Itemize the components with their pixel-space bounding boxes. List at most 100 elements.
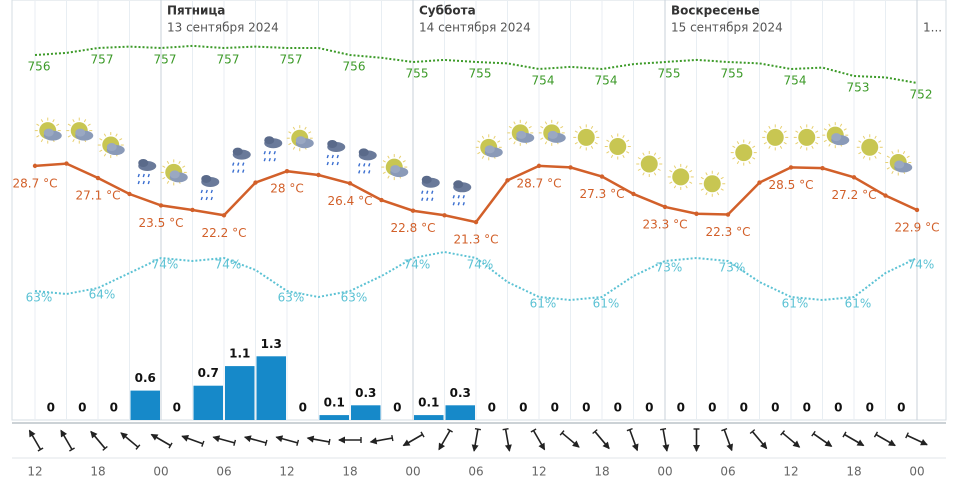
sun-ray — [669, 181, 673, 184]
sun-ray — [748, 141, 751, 145]
value-label: 61% — [782, 297, 809, 311]
sun-ray — [653, 152, 657, 156]
arrow-head — [538, 442, 545, 451]
arrow-tail — [502, 427, 509, 431]
rain-drop — [273, 150, 276, 155]
wind-arrow — [693, 428, 700, 452]
sun-ray — [637, 168, 641, 171]
cloud — [484, 145, 495, 154]
sun-ray — [87, 123, 91, 127]
sun-ray — [732, 145, 736, 149]
value-label: 1.1 — [229, 347, 250, 361]
rain-drop — [200, 189, 203, 194]
value-label: 0 — [488, 401, 496, 415]
wind-arrow — [438, 428, 453, 451]
point — [725, 212, 731, 217]
day-date: 15 сентября 2024 — [671, 21, 783, 35]
weather-icon — [822, 122, 850, 149]
sun-ray — [811, 145, 814, 149]
value-label: 755 — [658, 67, 681, 81]
arrow-head — [306, 435, 315, 443]
sun-ray — [83, 119, 87, 123]
arrow-head — [888, 439, 896, 446]
value-label: 0 — [299, 401, 307, 415]
x-tick-label: 18 — [342, 465, 357, 479]
rain-drop — [210, 196, 213, 201]
arrow-tail — [447, 428, 453, 433]
value-label: 0 — [866, 401, 874, 415]
arrow-tail — [391, 435, 394, 442]
sun-ray — [513, 141, 516, 145]
sun-ray — [626, 151, 630, 154]
rain-drop — [462, 202, 465, 206]
value-label: 0 — [173, 401, 181, 415]
value-label: 63% — [278, 291, 305, 305]
sun-ray — [162, 165, 166, 168]
day-date: 1... — [923, 21, 942, 35]
value-label: 0 — [551, 401, 559, 415]
cloud — [390, 165, 401, 174]
rain-drop — [457, 195, 460, 199]
sun — [703, 175, 721, 193]
wind-arrow — [212, 435, 237, 446]
rain-drop — [431, 190, 434, 194]
value-label: 0 — [897, 401, 905, 415]
sun-ray — [72, 119, 75, 123]
value-label: 753 — [847, 81, 870, 95]
sun-ray — [906, 155, 910, 158]
sun-ray — [544, 141, 548, 145]
sun-ray — [673, 165, 677, 169]
rain-drop — [242, 162, 245, 166]
day-name: Суббота — [419, 4, 476, 18]
sun-ray — [540, 137, 544, 140]
wind-arrow — [90, 430, 108, 451]
sun-ray — [752, 145, 756, 149]
sun-ray — [481, 155, 485, 159]
sun-ray — [642, 152, 645, 156]
weather-icon — [856, 134, 883, 161]
sun-ray — [752, 157, 756, 160]
cloud — [106, 143, 117, 152]
sun-ray — [736, 161, 740, 165]
sun-ray — [398, 155, 402, 159]
point — [568, 165, 573, 170]
value-label: 22.3 °C — [706, 225, 751, 239]
sun-ray — [72, 139, 75, 143]
wind-arrow — [559, 430, 580, 448]
x-tick-label: 06 — [468, 465, 483, 479]
weather-icon — [137, 159, 157, 185]
weather-icon — [200, 174, 220, 201]
sun-ray — [556, 121, 559, 125]
value-label: 0.1 — [324, 396, 345, 410]
value-label: 0 — [519, 401, 527, 415]
wind-arrow — [592, 429, 610, 450]
rain-drop — [457, 202, 460, 206]
plot-frame — [11, 0, 947, 421]
weather-icon — [358, 148, 377, 174]
rain-drop — [210, 189, 213, 194]
rain-drop — [452, 202, 455, 206]
weather-icon — [507, 119, 535, 146]
wind-arrow — [873, 431, 896, 447]
arrow-tail — [168, 442, 173, 449]
x-tick-label: 12 — [783, 465, 798, 479]
sun-ray — [560, 125, 564, 129]
arrow-head — [90, 430, 98, 439]
rain-drop — [147, 173, 150, 178]
value-label: 0.1 — [418, 396, 439, 410]
arrow-head — [120, 432, 128, 440]
rain-drop — [368, 170, 371, 174]
sun-ray — [720, 176, 724, 180]
point — [284, 169, 290, 174]
sun-ray — [689, 169, 693, 173]
point — [127, 191, 132, 197]
sun-ray — [40, 119, 44, 123]
sun-ray — [493, 135, 496, 139]
value-label: 754 — [784, 74, 807, 88]
arrow-tail — [474, 427, 481, 431]
arrow-head — [662, 444, 670, 452]
x-tick-label: 00 — [657, 465, 672, 479]
weather-icon — [326, 140, 346, 166]
value-label: 0 — [834, 401, 842, 415]
x-tick-label: 00 — [153, 465, 168, 479]
